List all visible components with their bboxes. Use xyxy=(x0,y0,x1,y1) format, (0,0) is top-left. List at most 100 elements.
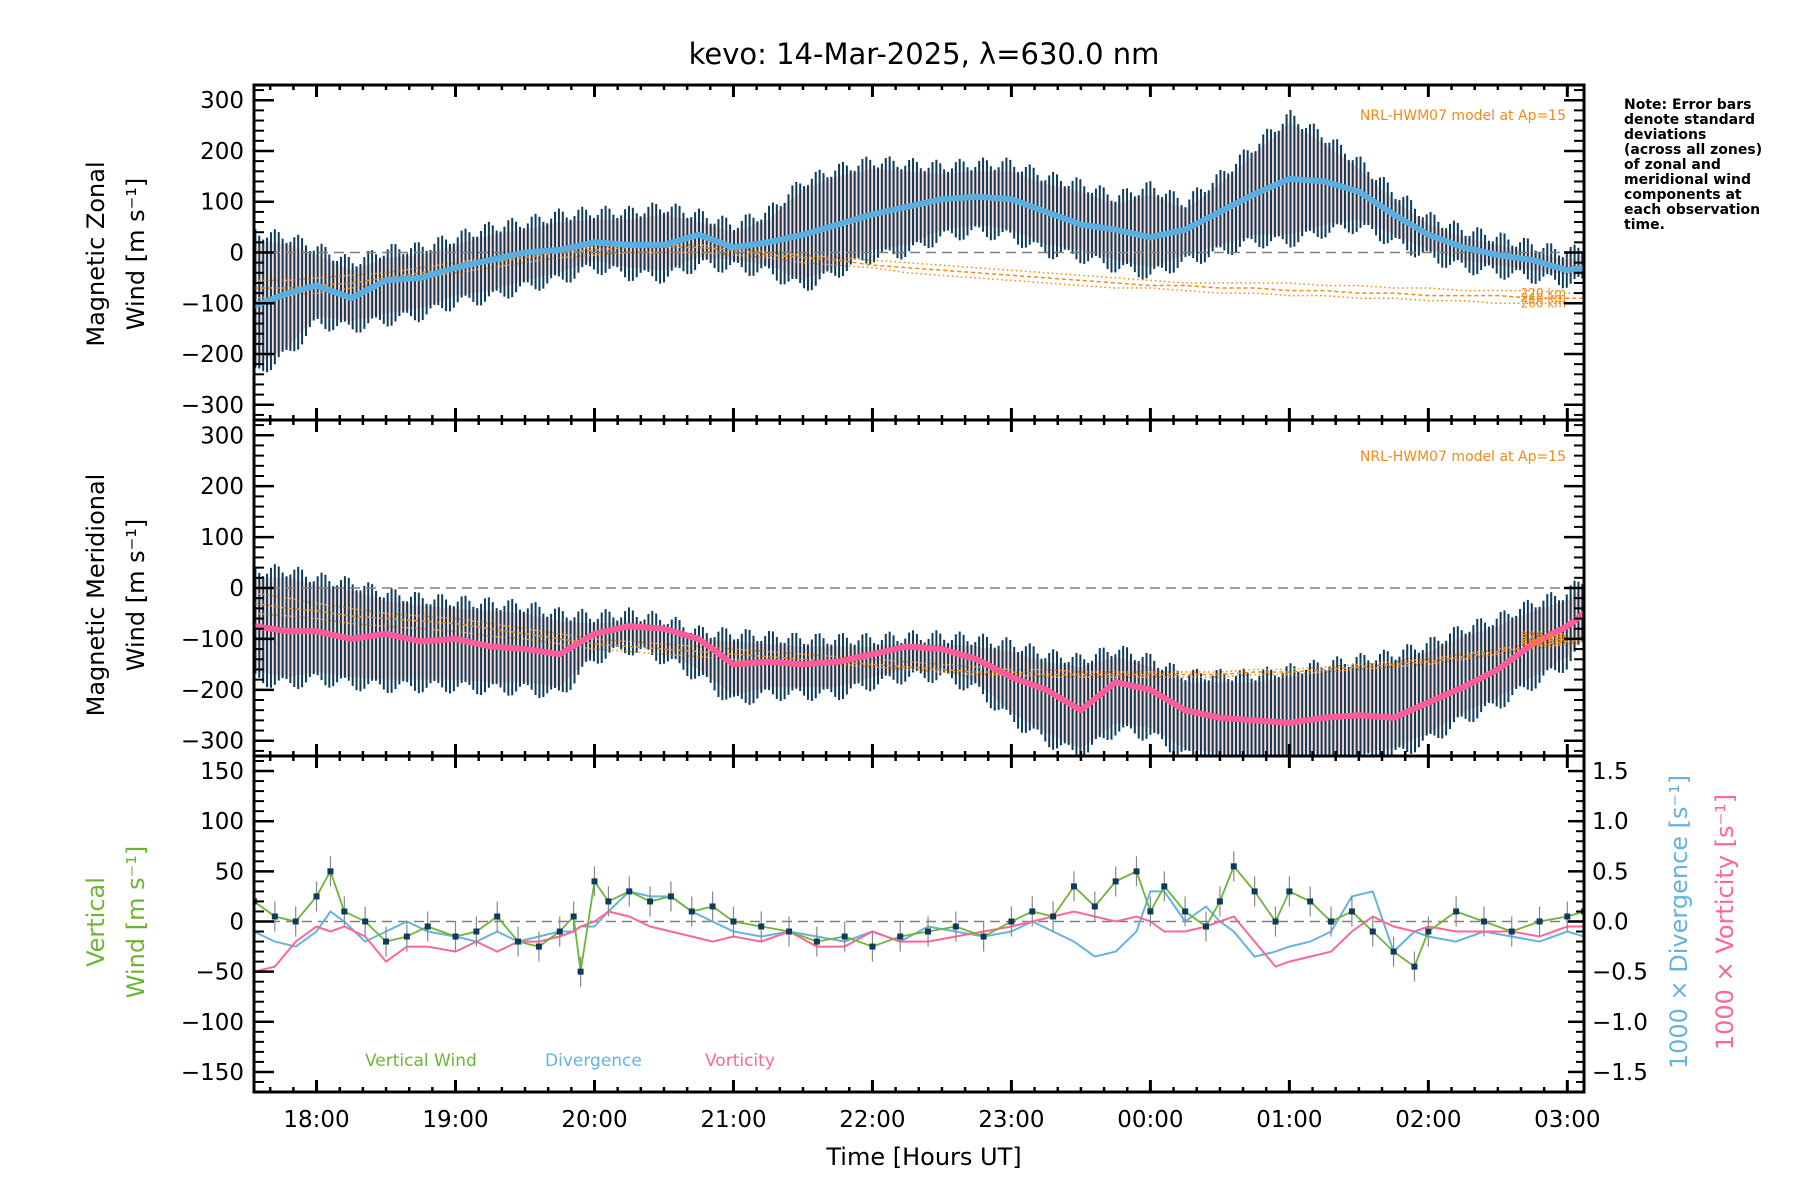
right-tick-label: 0.0 xyxy=(1592,909,1629,935)
meridional-wind-panel: Magnetic Meridional Wind [m s⁻¹] NRL-HWM… xyxy=(82,418,1586,758)
legend-vorticity: Vorticity xyxy=(705,1051,775,1071)
note-line: deviations xyxy=(1624,127,1706,143)
vertical-wind-point xyxy=(271,913,278,920)
y-tick-label: 200 xyxy=(200,139,244,165)
vertical-wind-point xyxy=(1029,908,1036,915)
x-tick-label: 22:00 xyxy=(839,1107,905,1133)
altitude-label: 220 km xyxy=(1521,286,1566,300)
altitude-label: 260 km xyxy=(1521,296,1566,310)
vertical-wind-point xyxy=(1369,928,1376,935)
y-tick-label: −100 xyxy=(181,291,244,317)
vertical-wind-point xyxy=(535,943,542,950)
model-line-260km xyxy=(254,612,1584,678)
vertical-wind-point xyxy=(1307,898,1314,905)
meridional-model-label: NRL-HWM07 model at Ap=15 xyxy=(1360,449,1566,465)
x-tick-label: 20:00 xyxy=(561,1107,627,1133)
vertical-wind-point xyxy=(1348,908,1355,915)
y-tick-label: 100 xyxy=(200,190,244,216)
y-tick-label: 100 xyxy=(200,809,244,835)
y-tick-label: 0 xyxy=(229,909,244,935)
vertical-wind-point xyxy=(1536,918,1543,925)
error-bars xyxy=(254,110,1584,373)
vertical-wind-point xyxy=(1091,903,1098,910)
vertical-wind-point xyxy=(605,898,612,905)
y-tick-label: 300 xyxy=(200,88,244,114)
y-tick-label: 0 xyxy=(229,241,244,267)
divergence-line xyxy=(254,890,1584,958)
right-tick-label: 1.0 xyxy=(1592,809,1629,835)
vertical-wind-point xyxy=(897,933,904,940)
vertical-wind-panel: Vertical Wind [m s⁻¹] 1000 × Divergence … xyxy=(82,754,1739,1171)
vertical-wind-point xyxy=(1202,923,1209,930)
vertical-wind-point xyxy=(1050,913,1057,920)
vertical-wind-point xyxy=(424,923,431,930)
vertical-error-bars xyxy=(254,851,1584,987)
altitude-label: 220 km xyxy=(1521,629,1566,643)
vertical-wind-point xyxy=(1480,918,1487,925)
vertical-wind-point xyxy=(1008,918,1015,925)
vertical-wind-point xyxy=(688,908,695,915)
y-tick-label: −100 xyxy=(181,1010,244,1036)
right-tick-label: 0.5 xyxy=(1592,859,1629,885)
note-line: of zonal and xyxy=(1624,157,1721,173)
note-line: components at xyxy=(1624,187,1742,203)
vorticity-line xyxy=(254,910,1584,973)
vertical-wind-point xyxy=(925,928,932,935)
x-tick-label: 00:00 xyxy=(1117,1107,1183,1133)
vertical-wind-point xyxy=(1272,918,1279,925)
vertical-wind-point xyxy=(570,913,577,920)
note-line: Note: Error bars xyxy=(1624,97,1751,113)
model-line-260km xyxy=(254,251,1584,305)
y-tick-label: −300 xyxy=(181,729,244,755)
vertical-wind-point xyxy=(952,923,959,930)
y-tick-label: −50 xyxy=(195,960,244,986)
vertical-wind-point xyxy=(1411,963,1418,970)
plot-area xyxy=(254,851,1584,987)
y-tick-label: 150 xyxy=(200,759,244,785)
figure-title: kevo: 14-Mar-2025, λ=630.0 nm xyxy=(689,37,1160,71)
meridional-mean-line xyxy=(254,611,1584,726)
zonal-wind-panel: Magnetic Zonal Wind [m s⁻¹] NRL-HWM07 mo… xyxy=(82,83,1586,422)
vertical-wind-line xyxy=(254,864,1584,972)
zonal-ylabel-line1: Magnetic Zonal xyxy=(82,161,110,346)
right-tick-label: −0.5 xyxy=(1592,960,1648,986)
vertical-wind-point xyxy=(313,893,320,900)
vertical-wind-point xyxy=(709,903,716,910)
vertical-wind-point xyxy=(577,968,584,975)
vertical-wind-point xyxy=(841,933,848,940)
y-tick-label: −300 xyxy=(181,393,244,419)
vertical-ylabel-line2: Wind [m s⁻¹] xyxy=(122,846,150,998)
x-tick-label: 03:00 xyxy=(1534,1107,1600,1133)
vertical-wind-point xyxy=(1112,878,1119,885)
vertical-wind-point xyxy=(1390,948,1397,955)
model-line-240km xyxy=(254,602,1584,676)
vertical-wind-point xyxy=(383,938,390,945)
vertical-wind-point xyxy=(591,878,598,885)
vertical-wind-point xyxy=(786,928,793,935)
vertical-wind-point xyxy=(647,898,654,905)
vertical-wind-point xyxy=(341,908,348,915)
vertical-wind-point xyxy=(1328,918,1335,925)
vertical-wind-point xyxy=(1070,883,1077,890)
y-tick-label: −200 xyxy=(181,342,244,368)
vertical-wind-point xyxy=(667,893,674,900)
note-line: denote standard xyxy=(1624,112,1755,128)
model-line-220km xyxy=(254,592,1584,673)
zonal-ylabel-line2: Wind [m s⁻¹] xyxy=(122,178,150,330)
y-tick-label: 200 xyxy=(200,474,244,500)
altitude-label: 240 km xyxy=(1521,632,1566,646)
vertical-wind-point xyxy=(1161,883,1168,890)
vorticity-ylabel: 1000 × Vorticity [s⁻¹] xyxy=(1711,794,1739,1050)
note-line: time. xyxy=(1624,217,1665,233)
y-tick-label: 0 xyxy=(229,576,244,602)
vertical-wind-point xyxy=(758,923,765,930)
divergence-ylabel: 1000 × Divergence [s⁻¹] xyxy=(1665,775,1693,1069)
zonal-mean-line xyxy=(254,175,1584,309)
y-tick-label: 50 xyxy=(215,859,244,885)
y-tick-label: −200 xyxy=(181,678,244,704)
vertical-wind-point xyxy=(1182,908,1189,915)
vertical-wind-point xyxy=(1133,868,1140,875)
y-tick-label: 300 xyxy=(200,423,244,449)
right-tick-label: −1.0 xyxy=(1592,1010,1648,1036)
